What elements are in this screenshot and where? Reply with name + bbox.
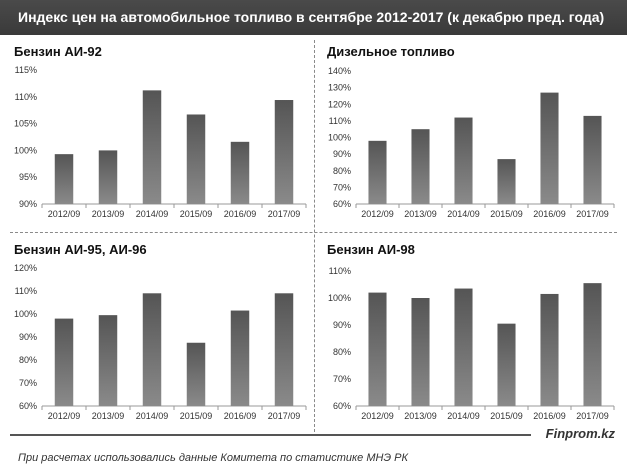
y-tick-label: 100% — [328, 133, 351, 143]
x-tick-label: 2015/09 — [180, 209, 213, 219]
x-tick-label: 2015/09 — [490, 411, 523, 421]
chart-ai95: 60% 70% 80% 90% 100% 110% 120% 2012/09 2013/09 20… — [14, 263, 307, 421]
y-tick-label: 70% — [333, 182, 351, 192]
bar — [98, 315, 118, 406]
x-tick-label: 2017/09 — [576, 411, 609, 421]
x-tick-label: 2017/09 — [576, 209, 609, 219]
y-tick-label: 90% — [333, 149, 351, 159]
x-tick-label: 2012/09 — [48, 411, 81, 421]
bar — [142, 90, 162, 204]
y-tick-label: 70% — [333, 374, 351, 384]
x-tick-label: 2015/09 — [490, 209, 523, 219]
x-tick-label: 2017/09 — [268, 209, 301, 219]
x-tick-label: 2016/09 — [533, 411, 566, 421]
y-tick-label: 115% — [15, 65, 37, 75]
panel-title-ai92: Бензин АИ-92 — [14, 44, 102, 59]
bar — [98, 150, 118, 204]
y-tick-label: 110% — [15, 286, 37, 296]
y-tick-label: 100% — [14, 309, 37, 319]
x-tick-label: 2013/09 — [404, 209, 437, 219]
y-tick-label: 130% — [328, 83, 351, 93]
x-tick-label: 2017/09 — [268, 411, 301, 421]
y-tick-label: 70% — [19, 378, 37, 388]
bar — [497, 323, 516, 406]
bar — [540, 293, 559, 406]
bar — [583, 115, 602, 204]
x-tick-label: 2013/09 — [404, 411, 437, 421]
bar — [411, 298, 430, 406]
y-tick-label: 105% — [14, 119, 37, 129]
chart-diesel: 60% 70% 80% 90% 100% 110% 120% 130% 140% 2012/09 2… — [328, 66, 615, 219]
x-tick-label: 2014/09 — [447, 411, 480, 421]
x-tick-label: 2013/09 — [92, 411, 125, 421]
chart-header: Индекс цен на автомобильное топливо в се… — [0, 0, 627, 35]
bar — [274, 100, 294, 204]
bar — [454, 288, 473, 406]
x-tick-label: 2012/09 — [361, 411, 394, 421]
panel-title-ai95: Бензин АИ-95, АИ-96 — [14, 242, 147, 257]
y-tick-label: 60% — [19, 401, 37, 411]
y-tick-label: 60% — [333, 199, 351, 209]
chart-ai98: 60% 70% 80% 90% 100% 110% 2012/09 2013/09 2014/0… — [328, 266, 615, 421]
y-tick-label: 100% — [328, 293, 351, 303]
bar — [54, 318, 74, 406]
x-tick-label: 2014/09 — [136, 209, 169, 219]
y-tick-label: 80% — [333, 166, 351, 176]
brand-label: Finprom.kz — [545, 426, 615, 441]
y-tick-label: 90% — [19, 332, 37, 342]
bar — [230, 141, 250, 204]
y-tick-label: 110% — [329, 116, 351, 126]
x-tick-label: 2014/09 — [136, 411, 169, 421]
panel-divider-horizontal — [10, 232, 617, 233]
x-tick-label: 2015/09 — [180, 411, 213, 421]
y-tick-label: 80% — [19, 355, 37, 365]
bar — [54, 154, 74, 204]
chart-ai92: 90% 95% 100% 105% 110% 115% 2012/09 2013/09 2014… — [14, 65, 307, 219]
y-tick-label: 90% — [333, 320, 351, 330]
x-tick-label: 2016/09 — [224, 209, 257, 219]
y-tick-label: 120% — [328, 99, 351, 109]
bar — [274, 293, 294, 406]
y-tick-label: 120% — [14, 263, 37, 273]
x-tick-label: 2013/09 — [92, 209, 125, 219]
bar — [497, 159, 516, 204]
x-tick-label: 2016/09 — [533, 209, 566, 219]
bar — [368, 140, 387, 204]
y-tick-label: 110% — [15, 92, 37, 102]
bar — [142, 293, 162, 406]
x-tick-label: 2014/09 — [447, 209, 480, 219]
bar — [583, 283, 602, 406]
bar — [368, 292, 387, 406]
bar — [454, 117, 473, 204]
x-tick-label: 2012/09 — [361, 209, 394, 219]
panel-title-diesel: Дизельное топливо — [327, 44, 455, 59]
y-tick-label: 140% — [328, 66, 351, 76]
y-tick-label: 110% — [329, 266, 351, 276]
x-tick-label: 2016/09 — [224, 411, 257, 421]
footer-rule — [10, 434, 531, 436]
y-tick-label: 100% — [14, 145, 37, 155]
y-tick-label: 90% — [19, 199, 37, 209]
x-tick-label: 2012/09 — [48, 209, 81, 219]
y-tick-label: 95% — [19, 172, 37, 182]
bar — [230, 310, 250, 406]
source-note: При расчетах использовались данные Комит… — [18, 452, 408, 464]
panel-title-ai98: Бензин АИ-98 — [327, 242, 415, 257]
panel-divider-vertical — [314, 40, 315, 432]
bar — [540, 92, 559, 204]
bar — [411, 129, 430, 204]
bar — [186, 342, 206, 406]
bar — [186, 114, 206, 204]
y-tick-label: 60% — [333, 401, 351, 411]
y-tick-label: 80% — [333, 347, 351, 357]
